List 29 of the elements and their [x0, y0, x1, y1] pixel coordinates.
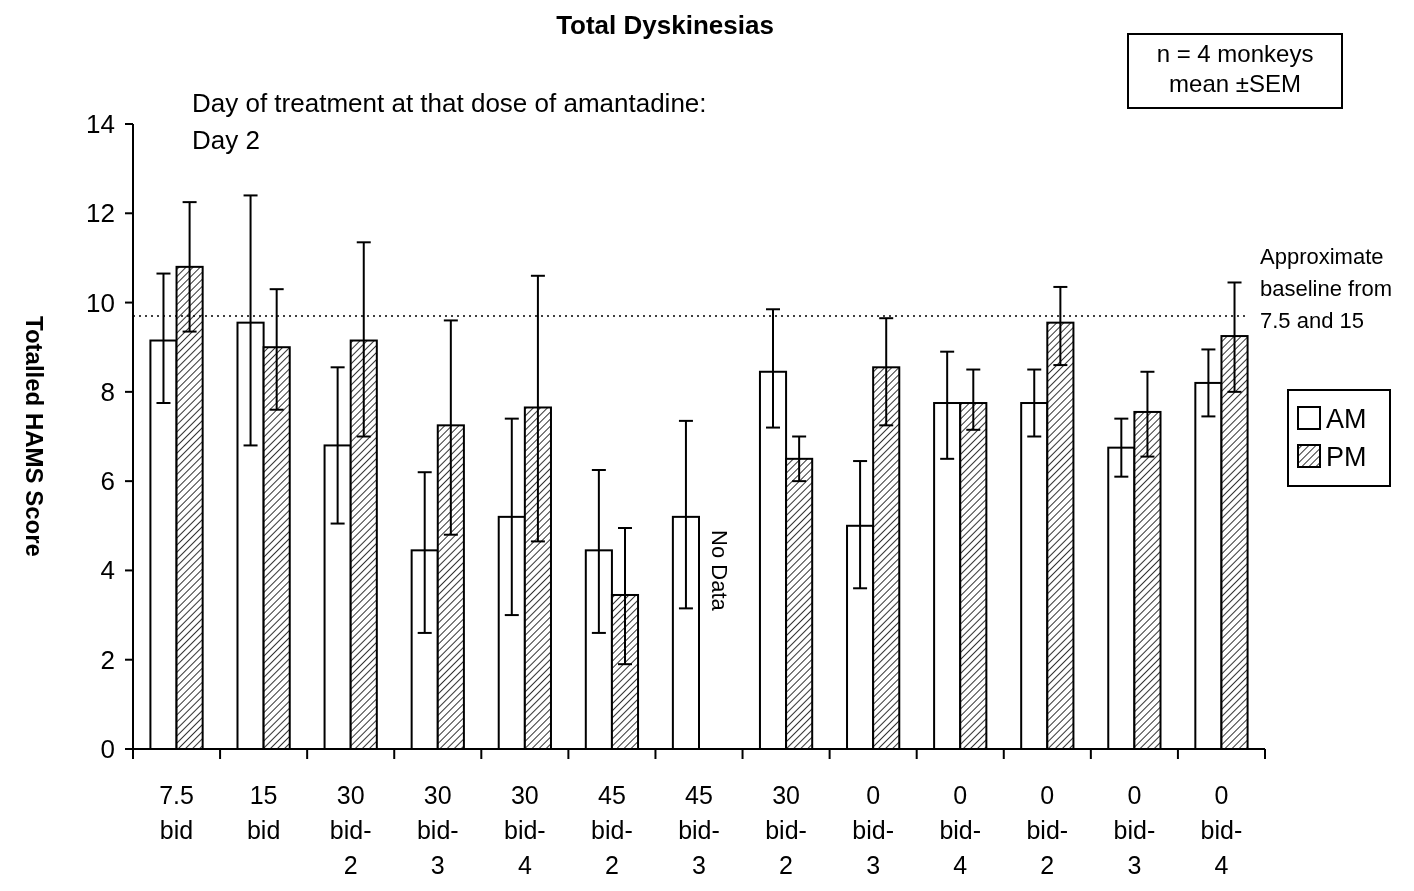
- y-axis-title: Totalled HAMS Score: [21, 316, 48, 557]
- ref-line-label: Approximate baseline from 7.5 and 15: [1260, 243, 1393, 333]
- y-tick-label: 14: [86, 109, 115, 139]
- annotation: No Data: [707, 530, 733, 612]
- y-tick-label: 2: [100, 644, 115, 675]
- y-tick-label: 8: [100, 376, 115, 407]
- y-tick-label: 10: [86, 287, 115, 318]
- text: n = 4 monkeys mean ±SEM: [1156, 40, 1314, 97]
- x-tick-label: 30 bid-4: [504, 781, 546, 879]
- x-tick-label: 0 bid-3: [1113, 781, 1156, 879]
- x-tick-label: 30 bid-2: [765, 781, 807, 879]
- x-tick-label: 7.5 bid: [159, 781, 194, 844]
- chart-title: Total Dyskinesias: [556, 10, 774, 40]
- x-tick-label: 30 bid-2: [329, 781, 372, 879]
- y-tick-label: 12: [86, 198, 115, 229]
- x-tick-label: 45 bid-3: [678, 781, 720, 879]
- x-tick-label: 0 bid-4: [939, 781, 982, 879]
- y-tick-label: 0: [100, 734, 115, 764]
- y-tick-label: 4: [100, 555, 115, 586]
- x-tick-label: 30 bid-3: [416, 781, 459, 879]
- x-tick-label: 0 bid-4: [1200, 781, 1243, 879]
- x-tick-label: 0 bid-2: [1026, 781, 1069, 879]
- x-tick-label: 0 bid-3: [852, 781, 894, 879]
- legend-label: AM: [1326, 404, 1367, 434]
- x-tick-label: 15 bid: [246, 781, 281, 844]
- legend-label: PM: [1326, 442, 1367, 472]
- annotation: Day of treatment at that dose of amantadine: Day 2: [192, 88, 707, 155]
- x-tick-label: 45 bid-2: [591, 781, 633, 879]
- y-tick-label: 6: [100, 466, 115, 497]
